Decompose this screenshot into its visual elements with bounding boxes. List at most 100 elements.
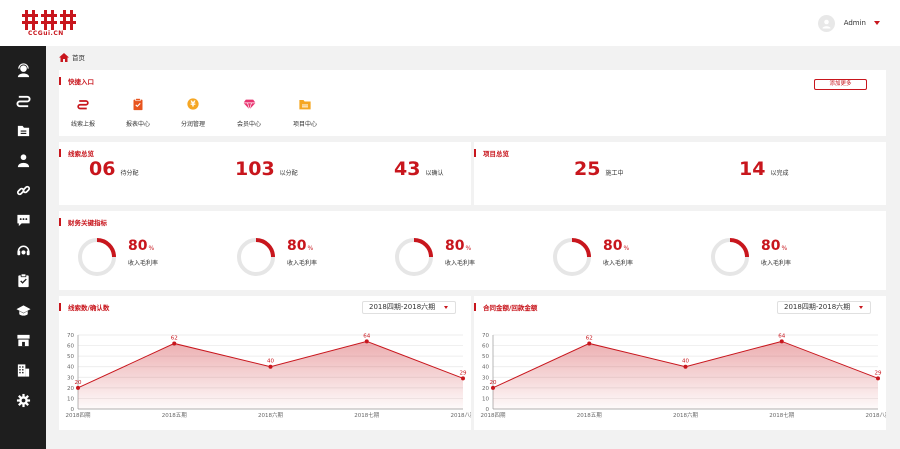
stat-completed[interactable]: 14 以完成 [739, 158, 789, 180]
breadcrumb: 首页 [59, 51, 85, 63]
chevron-down-icon [444, 306, 448, 309]
quick-item-member-center[interactable]: 会员中心 [229, 97, 269, 128]
gear-icon[interactable] [13, 390, 33, 410]
y-tick-label: 10 [67, 396, 74, 402]
kpi-value: 80% [761, 238, 787, 254]
stat-in-construction[interactable]: 25 施工中 [574, 158, 624, 180]
x-tick-label: 2018四期 [481, 412, 506, 419]
logo-text: CCGui.CN [28, 30, 64, 37]
clipboard-icon[interactable] [13, 270, 33, 290]
data-point [364, 339, 369, 344]
link-icon [77, 100, 89, 110]
y-tick-label: 40 [482, 365, 489, 371]
store-icon[interactable] [13, 330, 33, 350]
user-menu[interactable]: Admin [817, 13, 880, 33]
kpi-ring [78, 238, 116, 276]
quick-item-report-center[interactable]: 报表中心 [118, 97, 158, 128]
kpi-ring [711, 238, 749, 276]
y-tick-label: 50 [482, 354, 489, 360]
contract-chart-title: 合同金额/回款金额 [483, 304, 538, 312]
data-point [461, 376, 465, 381]
data-label: 62 [586, 335, 593, 341]
y-tick-label: 20 [482, 386, 489, 392]
y-tick-label: 0 [71, 407, 75, 413]
data-label: 62 [171, 335, 178, 341]
kpi-value: 80% [445, 238, 471, 254]
support-icon[interactable] [13, 240, 33, 260]
kpi-number: 80 [287, 238, 307, 254]
kpi-number: 80 [445, 238, 465, 254]
graduation-icon[interactable] [13, 300, 33, 320]
kpi-ring [237, 238, 275, 276]
y-tick-label: 0 [486, 407, 490, 413]
kpi-number: 80 [761, 238, 781, 254]
stat-confirmed[interactable]: 43 以确认 [394, 158, 444, 180]
x-tick-label: 2018四期 [66, 412, 91, 419]
y-tick-label: 70 [67, 333, 74, 339]
period-select[interactable]: 2018四期-2018六期 [362, 301, 456, 314]
transfer-icon[interactable] [13, 90, 33, 110]
data-point [876, 376, 880, 381]
data-label: 20 [490, 380, 497, 386]
y-tick-label: 30 [482, 375, 489, 381]
leads-chart-card: 线索数/确认数 2018四期-2018六期 0 10 20 30 40 50 60 70 201… [59, 296, 471, 430]
y-tick-label: 60 [67, 344, 74, 350]
x-tick-label: 2018六期 [258, 411, 283, 419]
quick-item-lead-report[interactable]: 线索上报 [63, 97, 103, 128]
top-bar: CCGui.CN Admin [0, 0, 900, 46]
data-point [779, 339, 784, 344]
kpi-unit: % [781, 245, 788, 252]
data-label: 64 [363, 333, 370, 339]
section-title: 财务关键指标 [59, 217, 107, 227]
section-title: 线索总览 [59, 148, 94, 158]
data-label: 40 [267, 359, 274, 365]
link-icon[interactable] [13, 180, 33, 200]
data-point [172, 341, 177, 346]
headset-user-icon[interactable] [13, 60, 33, 80]
chat-icon[interactable] [13, 210, 33, 230]
y-tick-label: 50 [67, 354, 74, 360]
folder-icon [299, 99, 311, 109]
quick-item-profit-share[interactable]: ¥ 分润管理 [180, 98, 205, 128]
breadcrumb-home[interactable]: 首页 [72, 54, 85, 62]
kpi-label: 收入毛利率 [603, 260, 634, 267]
building-icon[interactable] [13, 360, 33, 380]
x-tick-label: 2018七期 [769, 411, 794, 419]
kpi-ring-fill [395, 238, 433, 276]
kpi-value: 80% [287, 238, 313, 254]
diamond-icon [242, 99, 256, 110]
series-area [78, 341, 463, 409]
quick-entry-title: 快捷入口 [68, 78, 94, 86]
period-select[interactable]: 2018四期-2018六期 [777, 301, 871, 314]
quick-item-project-center[interactable]: 项目中心 [285, 97, 325, 128]
section-title: 项目总览 [474, 148, 509, 158]
add-more-button[interactable]: 添加更多 [814, 79, 867, 90]
y-tick-label: 40 [67, 365, 74, 371]
person-icon[interactable] [13, 150, 33, 170]
kpi-ring-fill [237, 238, 275, 276]
x-tick-label: 2018五期 [577, 412, 602, 419]
stat-pending[interactable]: 06 待分配 [89, 158, 139, 180]
data-point [491, 385, 495, 390]
folder-icon[interactable] [13, 120, 33, 140]
kpi-unit: % [148, 245, 155, 252]
x-tick-label: 2018七期 [354, 411, 379, 419]
chevron-down-icon [874, 21, 880, 25]
logo[interactable]: CCGui.CN [22, 10, 76, 38]
data-label: 29 [875, 370, 882, 376]
data-label: 64 [778, 333, 785, 339]
home-icon[interactable] [59, 52, 69, 62]
x-tick-label: 2018六期 [673, 411, 698, 419]
stat-assigned[interactable]: 103 以分配 [235, 158, 298, 180]
data-point [587, 341, 592, 346]
kpi-label: 收入毛利率 [128, 260, 159, 267]
data-point [268, 364, 273, 369]
user-icon [822, 19, 831, 28]
kpi-value: 80% [603, 238, 629, 254]
section-title: 线索数/确认数 [59, 302, 109, 312]
projects-overview-card: 项目总览 25 施工中 14 以完成 [474, 142, 886, 205]
kpi-number: 80 [603, 238, 623, 254]
quick-entry-card: 快捷入口 添加更多 线索上报 报表中心 ¥ 分润管理 会员中心 项目中心 [59, 70, 886, 136]
